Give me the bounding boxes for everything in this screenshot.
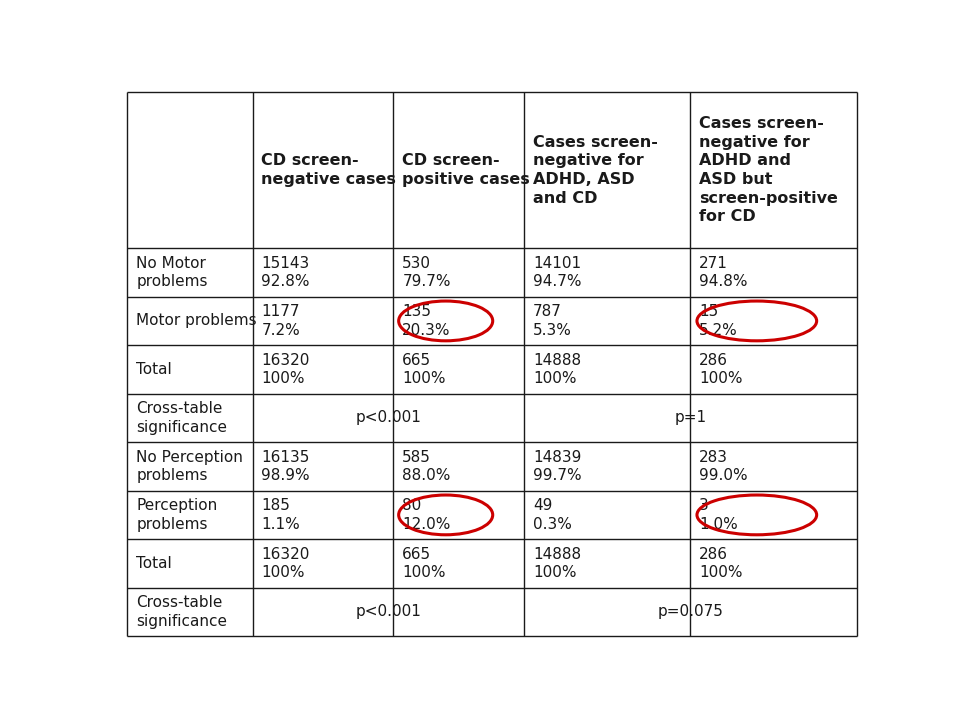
- Text: 14888
100%: 14888 100%: [533, 547, 581, 580]
- Text: 14839
99.7%: 14839 99.7%: [533, 450, 582, 483]
- Text: 16320
100%: 16320 100%: [261, 547, 310, 580]
- Text: 530
79.7%: 530 79.7%: [402, 256, 451, 289]
- Text: Cases screen-
negative for
ADHD and
ASD but
screen-positive
for CD: Cases screen- negative for ADHD and ASD …: [699, 116, 838, 224]
- Text: 14101
94.7%: 14101 94.7%: [533, 256, 582, 289]
- Text: CD screen-
positive cases: CD screen- positive cases: [402, 154, 530, 187]
- Text: 15143
92.8%: 15143 92.8%: [261, 256, 310, 289]
- Text: Cases screen-
negative for
ADHD, ASD
and CD: Cases screen- negative for ADHD, ASD and…: [533, 135, 658, 205]
- Text: No Perception
problems: No Perception problems: [136, 450, 243, 483]
- Text: 1177
7.2%: 1177 7.2%: [261, 304, 300, 337]
- Text: 135
20.3%: 135 20.3%: [402, 304, 451, 337]
- Text: 16320
100%: 16320 100%: [261, 353, 310, 386]
- Text: p=1: p=1: [674, 410, 707, 425]
- Text: 14888
100%: 14888 100%: [533, 353, 581, 386]
- Text: Cross-table
significance: Cross-table significance: [136, 401, 228, 435]
- Text: Perception
problems: Perception problems: [136, 498, 218, 531]
- Text: Cross-table
significance: Cross-table significance: [136, 595, 228, 629]
- Text: 286
100%: 286 100%: [699, 353, 743, 386]
- Text: Total: Total: [136, 362, 172, 377]
- Text: No Motor
problems: No Motor problems: [136, 256, 208, 289]
- Text: p=0.075: p=0.075: [658, 604, 723, 619]
- Text: 16135
98.9%: 16135 98.9%: [261, 450, 310, 483]
- Text: 271
94.8%: 271 94.8%: [699, 256, 748, 289]
- Text: 665
100%: 665 100%: [402, 353, 445, 386]
- Text: 80
12.0%: 80 12.0%: [402, 498, 451, 531]
- Text: Motor problems: Motor problems: [136, 314, 257, 329]
- Text: 787
5.3%: 787 5.3%: [533, 304, 572, 337]
- Text: p<0.001: p<0.001: [355, 604, 421, 619]
- Text: 49
0.3%: 49 0.3%: [533, 498, 572, 531]
- Text: 286
100%: 286 100%: [699, 547, 743, 580]
- Text: Total: Total: [136, 556, 172, 571]
- Text: 185
1.1%: 185 1.1%: [261, 498, 300, 531]
- Text: 15
5.2%: 15 5.2%: [699, 304, 738, 337]
- Text: CD screen-
negative cases: CD screen- negative cases: [261, 154, 396, 187]
- Text: 585
88.0%: 585 88.0%: [402, 450, 451, 483]
- Text: 665
100%: 665 100%: [402, 547, 445, 580]
- Text: 283
99.0%: 283 99.0%: [699, 450, 748, 483]
- Text: 3
1.0%: 3 1.0%: [699, 498, 738, 531]
- Text: p<0.001: p<0.001: [355, 410, 421, 425]
